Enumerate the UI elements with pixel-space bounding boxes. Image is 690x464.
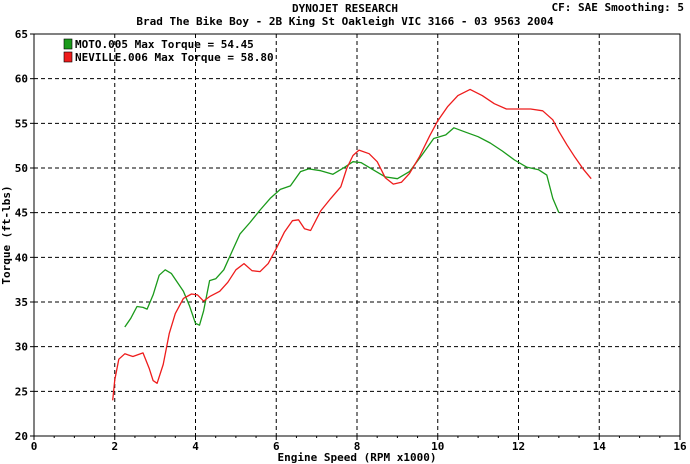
legend-swatch [63, 51, 73, 63]
x-tick-label: 16 [673, 440, 687, 453]
cf-smoothing-info: CF: SAE Smoothing: 5 [551, 1, 684, 14]
x-tick-label: 4 [192, 440, 199, 453]
y-tick-label: 40 [15, 251, 28, 264]
x-tick-label: 8 [354, 440, 361, 453]
x-tick-label: 2 [111, 440, 118, 453]
y-tick-label: 45 [15, 207, 28, 220]
series-layer [112, 88, 592, 401]
y-tick-label: 60 [15, 73, 28, 86]
legend-swatch [63, 38, 73, 50]
chart-subtitle: Brad The Bike Boy - 2B King St Oakleigh … [136, 15, 554, 28]
axes: 0 2 4 6 8 10 12 14 16 20 25 30 35 40 45 50 55 60 65 [15, 28, 687, 453]
y-tick-label: 65 [15, 28, 28, 41]
y-axis-label: Torque (ft-lbs) [0, 185, 13, 284]
grid-lines [34, 34, 680, 436]
y-tick-label: 20 [15, 430, 28, 443]
chart-title: DYNOJET RESEARCH [292, 2, 398, 15]
y-tick-label: 25 [15, 385, 28, 398]
x-tick-label: 0 [31, 440, 38, 453]
x-tick-label: 6 [273, 440, 280, 453]
x-tick-label: 12 [512, 440, 525, 453]
y-tick-label: 35 [15, 296, 28, 309]
y-tick-label: 30 [15, 341, 28, 354]
x-tick-label: 14 [593, 440, 607, 453]
series-line-moto-005 [124, 127, 560, 328]
x-tick-label: 10 [431, 440, 444, 453]
legend-entry: NEVILLE.006 Max Torque = 58.80 [75, 51, 274, 64]
series-line-neville-006 [112, 88, 592, 401]
legend-entry: MOTO.005 Max Torque = 54.45 [75, 38, 254, 51]
x-axis-label: Engine Speed (RPM x1000) [278, 451, 437, 464]
y-tick-label: 50 [15, 162, 28, 175]
plot-border [33, 33, 681, 437]
y-tick-label: 55 [15, 117, 28, 130]
